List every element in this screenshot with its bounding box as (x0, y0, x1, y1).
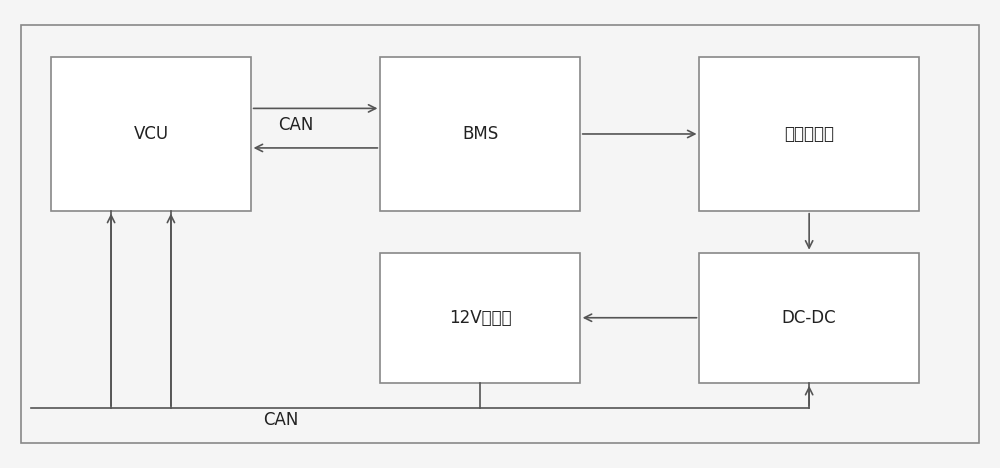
Bar (51, 57, 251, 211)
Bar (699, 57, 919, 211)
Text: 12V蓄电池: 12V蓄电池 (449, 309, 511, 327)
Text: DC-DC: DC-DC (782, 309, 836, 327)
Bar (380, 253, 580, 383)
Text: VCU: VCU (133, 125, 169, 143)
Bar (380, 57, 580, 211)
Bar (699, 253, 919, 383)
Text: BMS: BMS (462, 125, 498, 143)
Text: CAN: CAN (278, 116, 313, 134)
Text: 高压电池包: 高压电池包 (784, 125, 834, 143)
Text: CAN: CAN (263, 411, 298, 429)
